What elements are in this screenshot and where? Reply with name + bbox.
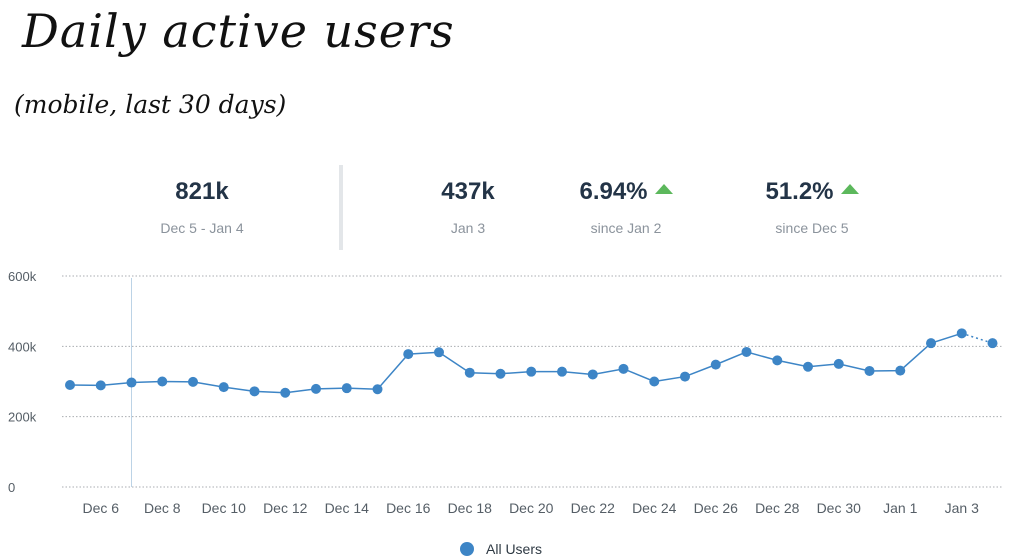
- data-point: [157, 376, 168, 387]
- stat-period-change: 51.2% since Dec 5: [750, 178, 874, 236]
- stat-total: 821k Dec 5 - Jan 4: [140, 178, 264, 236]
- y-tick-label: 600k: [8, 269, 37, 284]
- stat-day-change-value: 6.94%: [579, 178, 648, 205]
- series-line: [69, 332, 962, 394]
- stat-day-change: 6.94% since Jan 2: [568, 178, 684, 236]
- data-point: [249, 386, 260, 397]
- stat-total-range: Dec 5 - Jan 4: [160, 220, 244, 236]
- data-point: [987, 338, 998, 349]
- data-point: [895, 365, 906, 376]
- data-point: [803, 361, 813, 372]
- data-point: [311, 383, 321, 394]
- data-point: [280, 387, 291, 398]
- data-point: [741, 346, 752, 357]
- x-tick-label: Dec 16: [386, 500, 431, 516]
- x-tick-label: Jan 1: [883, 500, 917, 516]
- trend-up-icon: [840, 184, 859, 194]
- x-tick-label: Jan 3: [945, 500, 979, 516]
- data-point: [557, 366, 567, 377]
- chart-heading: Daily active users: [22, 4, 455, 58]
- data-point: [464, 367, 475, 378]
- data-point: [126, 377, 137, 388]
- legend-series-label: All Users: [486, 541, 543, 557]
- stats-divider: [339, 165, 343, 250]
- data-point: [495, 368, 506, 379]
- series-line-partial: [961, 332, 993, 344]
- y-tick-label: 400k: [8, 339, 37, 354]
- stat-latest: 437k Jan 3: [420, 178, 516, 236]
- x-tick-label: Dec 26: [694, 500, 739, 516]
- data-point: [772, 355, 783, 366]
- legend-series-marker: [460, 542, 474, 556]
- data-point: [864, 365, 875, 376]
- x-tick-label: Dec 24: [632, 500, 677, 516]
- data-point: [833, 358, 844, 369]
- chart-subheading: (mobile, last 30 days): [14, 90, 287, 119]
- data-point: [372, 384, 383, 395]
- stat-total-value: 821k: [175, 178, 229, 205]
- x-tick-label: Dec 14: [325, 500, 370, 516]
- x-tick-label: Dec 20: [509, 500, 554, 516]
- x-tick-label: Dec 12: [263, 500, 308, 516]
- data-point: [587, 369, 598, 380]
- data-point: [218, 382, 229, 393]
- x-tick-label: Dec 22: [571, 500, 616, 516]
- y-tick-label: 0: [8, 480, 15, 495]
- x-tick-label: Dec 6: [82, 500, 119, 516]
- data-point: [526, 366, 537, 377]
- stat-day-change-label: since Jan 2: [590, 220, 662, 236]
- chart-legend: All Users: [460, 540, 542, 558]
- x-tick-label: Dec 10: [202, 500, 247, 516]
- x-tick-label: Dec 8: [144, 500, 181, 516]
- stat-period-change-value: 51.2%: [765, 178, 834, 205]
- data-point: [618, 363, 629, 374]
- data-point: [341, 383, 352, 394]
- data-point: [65, 380, 75, 391]
- data-point: [403, 349, 414, 360]
- stat-period-change-label: since Dec 5: [775, 220, 849, 236]
- data-point: [188, 376, 198, 387]
- data-point: [926, 338, 936, 349]
- x-tick-label: Dec 18: [448, 500, 493, 516]
- trend-up-icon: [654, 184, 673, 194]
- stat-latest-value: 437k: [441, 178, 495, 205]
- stat-latest-date: Jan 3: [450, 220, 486, 236]
- line-chart: 0 200k 400k 600k Dec 6 Dec 8 Dec 10 Dec 12 Dec 1…: [8, 269, 1003, 516]
- data-point: [434, 347, 444, 358]
- data-point: [956, 328, 967, 339]
- data-point: [95, 380, 106, 391]
- data-point: [649, 376, 660, 387]
- data-point: [710, 359, 721, 370]
- x-tick-label: Dec 28: [755, 500, 800, 516]
- data-point: [680, 371, 690, 382]
- x-tick-label: Dec 30: [817, 500, 862, 516]
- y-tick-label: 200k: [8, 410, 37, 425]
